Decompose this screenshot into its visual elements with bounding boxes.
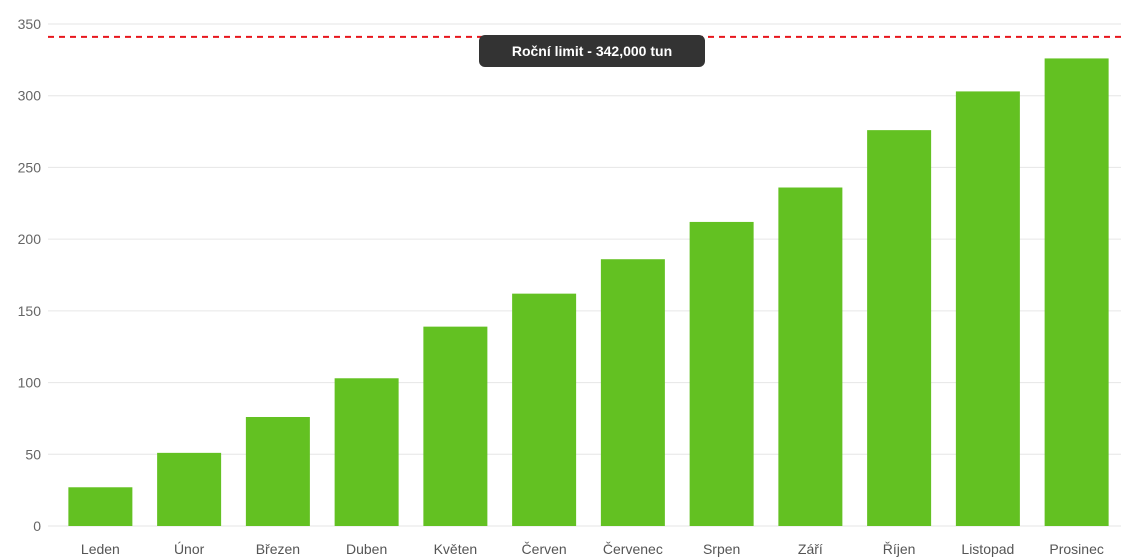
bar-5 <box>512 293 577 526</box>
x-tick-label: Březen <box>256 541 300 557</box>
bar-0 <box>68 487 133 526</box>
bar-11 <box>1044 58 1109 527</box>
bar-2 <box>245 416 310 526</box>
x-tick-label: Říjen <box>883 541 916 557</box>
limit-label-box <box>479 35 705 67</box>
bars <box>68 58 1109 527</box>
x-axis-labels: Leden Únor Březen Duben Květen Červen Červenec… <box>81 541 1104 557</box>
bar-8 <box>778 187 843 526</box>
bar-6 <box>600 259 665 526</box>
x-tick-label: Červen <box>522 541 567 557</box>
x-tick-label: Prosinec <box>1049 541 1103 557</box>
y-tick-label: 100 <box>18 375 42 391</box>
bar-9 <box>867 130 932 526</box>
y-axis-ticks: 0 50 100 150 200 250 300 350 <box>18 16 42 534</box>
limit-annotation: Roční limit - 342,000 tun <box>48 35 1121 67</box>
x-tick-label: Únor <box>174 541 205 557</box>
y-tick-label: 50 <box>25 446 41 462</box>
y-tick-label: 0 <box>33 518 41 534</box>
bar-10 <box>955 91 1020 526</box>
x-tick-label: Listopad <box>961 541 1014 557</box>
x-tick-label: Duben <box>346 541 387 557</box>
bar-1 <box>157 452 222 526</box>
bar-3 <box>334 378 399 526</box>
x-tick-label: Červenec <box>603 541 663 557</box>
x-tick-label: Srpen <box>703 541 740 557</box>
x-tick-label: Leden <box>81 541 120 557</box>
y-tick-label: 350 <box>18 16 42 32</box>
y-tick-label: 300 <box>18 88 42 104</box>
x-tick-label: Září <box>798 541 823 557</box>
y-tick-label: 250 <box>18 159 42 175</box>
gridlines <box>48 23 1121 527</box>
bar-7 <box>689 221 754 526</box>
bar-4 <box>423 326 488 526</box>
limit-label: Roční limit - 342,000 tun <box>512 43 672 59</box>
y-tick-label: 150 <box>18 303 42 319</box>
x-tick-label: Květen <box>434 541 478 557</box>
y-tick-label: 200 <box>18 231 42 247</box>
